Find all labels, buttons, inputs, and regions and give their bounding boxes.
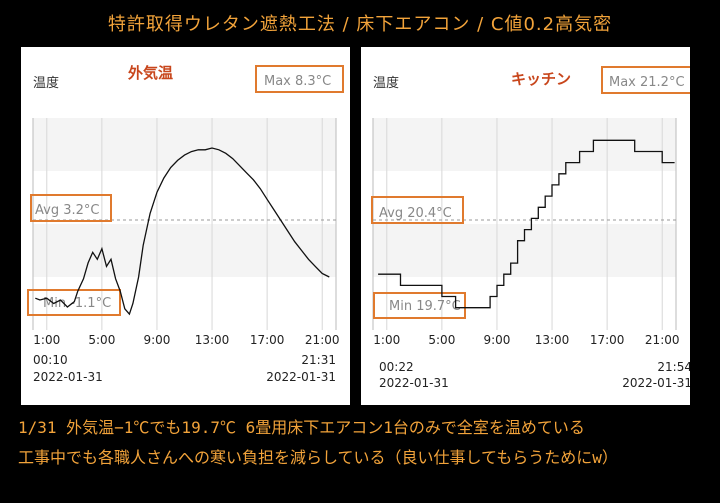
min-box <box>373 292 466 319</box>
x-tick-label: 5:00 <box>428 333 455 347</box>
avg-label: Avg 20.4°C <box>379 206 452 221</box>
avg-box <box>30 194 112 222</box>
end-time: 21:31 <box>301 353 336 367</box>
max-box <box>601 66 690 94</box>
x-tick-label: 5:00 <box>88 333 115 347</box>
start-time: 00:22 <box>379 360 414 374</box>
chart-kitchen: 温度 キッチン Max 21.2°C Avg 20.4°C Min 19.7°C… <box>371 66 690 390</box>
x-tick-label: 13:00 <box>535 333 570 347</box>
min-box <box>27 289 121 316</box>
start-date: 2022-01-31 <box>33 370 103 384</box>
y-axis-label: 温度 <box>373 75 399 91</box>
caption-line-1: 1/31 外気温−1℃でも19.7℃ 6畳用床下エアコン1台のみで全室を温めてい… <box>18 418 585 437</box>
min-label: Min 19.7°C <box>389 299 461 314</box>
chart-panel-outdoor: 温度 外気温 Max 8.3°C Avg 3.2°C Min -1.1°C 1:… <box>21 47 350 405</box>
x-tick-label: 13:00 <box>195 333 230 347</box>
series-line-kitchen <box>378 139 675 309</box>
chart-outdoor: 温度 外気温 Max 8.3°C Avg 3.2°C Min -1.1°C 1:… <box>27 64 344 384</box>
series-line-outdoor <box>35 147 330 316</box>
chart-panel-kitchen: 温度 キッチン Max 21.2°C Avg 20.4°C Min 19.7°C… <box>361 47 690 405</box>
x-tick-label: 21:00 <box>305 333 340 347</box>
avg-label: Avg 3.2°C <box>35 203 99 218</box>
caption-line-2: 工事中でも各職人さんへの寒い負担を減らしている（良い仕事してもらうためにw） <box>18 448 618 467</box>
max-label: Max 21.2°C <box>609 75 685 90</box>
max-label: Max 8.3°C <box>264 74 331 89</box>
panel-title-outdoor: 外気温 <box>127 64 173 82</box>
end-date: 2022-01-31 <box>266 370 336 384</box>
avg-box <box>371 196 464 224</box>
start-date: 2022-01-31 <box>379 376 449 390</box>
x-tick-label: 1:00 <box>373 333 400 347</box>
x-tick-label: 21:00 <box>645 333 680 347</box>
end-time: 21:54 <box>657 360 690 374</box>
x-tick-label: 9:00 <box>483 333 510 347</box>
end-date: 2022-01-31 <box>622 376 690 390</box>
x-tick-label: 17:00 <box>250 333 285 347</box>
y-axis-label: 温度 <box>33 75 59 91</box>
page-title: 特許取得ウレタン遮熱工法 / 床下エアコン / C値0.2高気密 <box>107 14 613 35</box>
panel-title-kitchen: キッチン <box>511 70 571 88</box>
max-box <box>255 65 344 93</box>
x-tick-label: 17:00 <box>590 333 625 347</box>
x-tick-label: 9:00 <box>143 333 170 347</box>
start-time: 00:10 <box>33 353 68 367</box>
x-tick-label: 1:00 <box>33 333 60 347</box>
